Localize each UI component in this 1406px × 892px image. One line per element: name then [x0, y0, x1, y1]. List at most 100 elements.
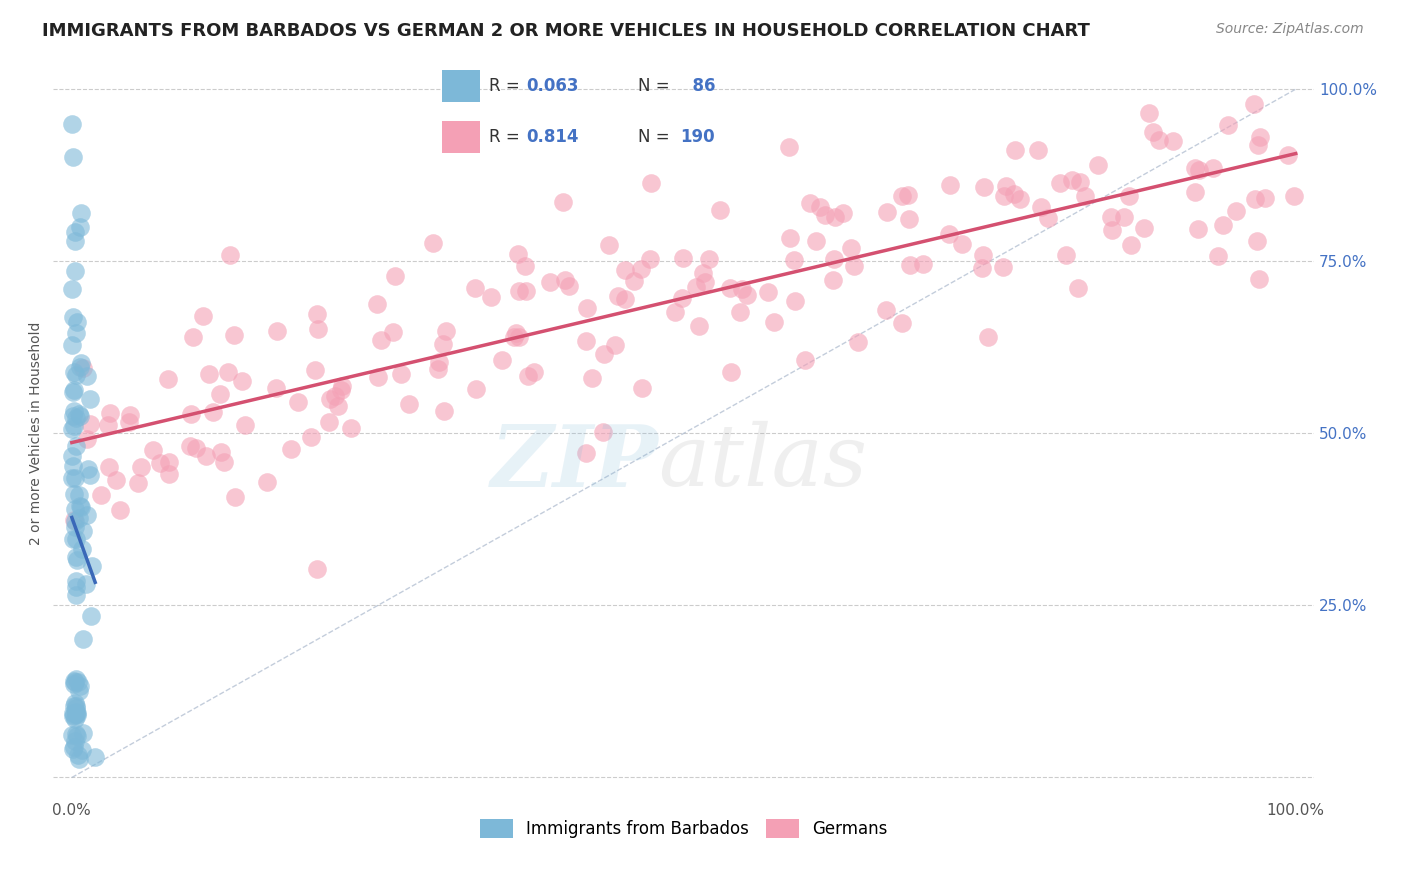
- Text: 190: 190: [681, 128, 716, 146]
- Point: [60, 117, 83, 131]
- Point: [606, 289, 628, 303]
- Point: [157, 455, 180, 469]
- Point: [340, 421, 363, 435]
- Point: [224, 328, 246, 343]
- Point: [994, 178, 1017, 193]
- Point: [79, 417, 101, 432]
- Point: [508, 330, 530, 344]
- Point: [118, 415, 141, 429]
- Point: [264, 381, 287, 395]
- Point: [950, 237, 973, 252]
- Point: [381, 325, 404, 339]
- Point: [640, 176, 662, 190]
- Point: [233, 417, 256, 432]
- Point: [891, 317, 914, 331]
- Point: [538, 275, 561, 289]
- Point: [638, 252, 661, 267]
- Point: [1187, 222, 1209, 236]
- Point: [1029, 200, 1052, 214]
- Point: [506, 247, 529, 261]
- Point: [60, 282, 83, 296]
- Point: [65, 588, 87, 602]
- Point: [69, 500, 91, 515]
- Point: [63, 502, 86, 516]
- Point: [191, 309, 214, 323]
- Point: [366, 297, 388, 311]
- Point: [70, 356, 93, 370]
- Point: [799, 195, 821, 210]
- Point: [464, 382, 486, 396]
- Point: [63, 520, 86, 534]
- Point: [65, 580, 87, 594]
- Text: R =: R =: [489, 77, 524, 95]
- Point: [1184, 185, 1206, 199]
- Point: [305, 562, 328, 576]
- Point: [508, 284, 530, 298]
- Point: [558, 279, 581, 293]
- Point: [370, 334, 392, 348]
- Point: [209, 445, 232, 459]
- Point: [299, 430, 322, 444]
- Point: [735, 287, 758, 301]
- Point: [491, 352, 513, 367]
- Point: [79, 468, 101, 483]
- Point: [1147, 133, 1170, 147]
- Point: [614, 263, 637, 277]
- Point: [330, 379, 353, 393]
- Point: [890, 189, 912, 203]
- Point: [65, 549, 87, 564]
- Point: [63, 674, 86, 689]
- Point: [70, 542, 93, 557]
- Point: [82, 558, 104, 573]
- Point: [575, 446, 598, 460]
- Point: [779, 231, 801, 245]
- Point: [66, 315, 89, 329]
- Point: [62, 742, 84, 756]
- Point: [664, 305, 686, 319]
- Point: [266, 324, 288, 338]
- Point: [84, 749, 107, 764]
- Point: [186, 441, 208, 455]
- Point: [503, 329, 526, 343]
- Point: [970, 261, 993, 276]
- Point: [973, 180, 995, 194]
- Point: [256, 475, 278, 489]
- Point: [76, 368, 98, 383]
- Point: [63, 707, 86, 722]
- Point: [991, 260, 1014, 275]
- Point: [876, 205, 898, 219]
- Point: [69, 500, 91, 514]
- Point: [554, 273, 576, 287]
- Point: [63, 419, 86, 434]
- Point: [824, 211, 846, 225]
- Point: [1142, 125, 1164, 139]
- Point: [671, 291, 693, 305]
- Point: [79, 392, 101, 407]
- Point: [1247, 272, 1270, 286]
- Point: [69, 680, 91, 694]
- Point: [575, 334, 598, 349]
- Point: [304, 362, 326, 376]
- Point: [1132, 221, 1154, 235]
- Text: 86: 86: [681, 77, 716, 95]
- Point: [593, 347, 616, 361]
- Point: [67, 488, 90, 502]
- Point: [194, 449, 217, 463]
- Point: [90, 488, 112, 502]
- Point: [939, 178, 962, 193]
- Point: [692, 266, 714, 280]
- Point: [1054, 247, 1077, 261]
- Point: [384, 268, 406, 283]
- Point: [844, 259, 866, 273]
- Point: [426, 362, 449, 376]
- Point: [142, 442, 165, 457]
- Point: [898, 211, 921, 226]
- Point: [62, 728, 84, 742]
- Point: [993, 189, 1015, 203]
- Point: [1069, 175, 1091, 189]
- Point: [63, 264, 86, 278]
- Point: [422, 235, 444, 250]
- Point: [731, 282, 754, 296]
- Point: [65, 672, 87, 686]
- Point: [131, 460, 153, 475]
